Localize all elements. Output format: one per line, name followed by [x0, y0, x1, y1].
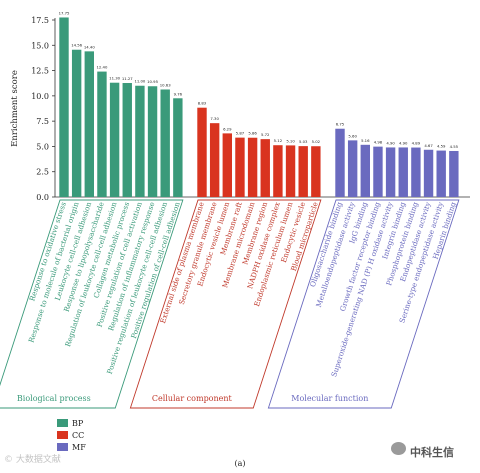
bar-value-label: 5.10: [286, 138, 295, 143]
bar: [235, 137, 245, 197]
bar-value-label: 4.98: [374, 140, 383, 145]
group-name-label: Molecular function: [291, 394, 368, 403]
bar: [311, 146, 321, 197]
legend-swatch: [57, 443, 68, 451]
bar-value-label: 9.76: [174, 91, 183, 96]
bar-value-label: 5.87: [236, 131, 245, 136]
bar: [222, 133, 232, 197]
bar-value-label: 4.89: [412, 141, 421, 146]
bar: [135, 85, 145, 197]
bar-value-label: 5.03: [299, 139, 308, 144]
bar-value-label: 4.90: [386, 140, 395, 145]
y-tick-label: 12.5: [31, 67, 49, 76]
bar-value-label: 5.12: [274, 138, 283, 143]
bar-value-label: 11.30: [109, 76, 120, 81]
bar: [335, 128, 345, 197]
bar: [84, 51, 94, 198]
bar: [398, 147, 408, 197]
bar: [360, 144, 370, 197]
bar: [347, 140, 358, 197]
bar: [197, 107, 207, 197]
legend-label: BP: [72, 419, 84, 428]
group-bracket: [0, 199, 184, 409]
bar: [436, 150, 446, 197]
bar-value-label: 4.90: [399, 140, 408, 145]
bar: [160, 89, 170, 197]
bar-value-label: 7.30: [210, 116, 219, 121]
bar-value-label: 10.63: [160, 82, 171, 87]
bar: [173, 98, 183, 197]
wechat-icon: [391, 442, 406, 455]
bar-value-label: 4.55: [450, 144, 459, 149]
bar: [247, 137, 258, 197]
bar-value-label: 4.67: [424, 143, 433, 148]
bar: [298, 146, 308, 197]
bar: [449, 150, 459, 197]
group-bracket: [129, 199, 322, 409]
bar-value-label: 14.56: [71, 43, 82, 48]
panel-label: (a): [234, 459, 245, 468]
y-tick-label: 15.0: [31, 41, 49, 50]
y-tick-label: 10.0: [31, 92, 49, 101]
legend-swatch: [57, 431, 68, 439]
bar-value-label: 6.29: [223, 126, 232, 131]
y-tick-label: 0.0: [36, 193, 49, 202]
bar: [373, 146, 383, 197]
bar: [273, 145, 283, 197]
group-name-label: Cellular component: [152, 394, 233, 403]
y-tick-label: 2.5: [36, 168, 49, 177]
bar-value-label: 8.83: [198, 101, 207, 106]
watermark-right: 中科生信: [410, 446, 454, 459]
y-tick-label: 7.5: [36, 117, 49, 126]
bar-value-label: 11.00: [134, 79, 145, 84]
bar-value-label: 6.75: [336, 122, 345, 127]
bar-value-label: 10.95: [147, 79, 158, 84]
y-tick-label: 5.0: [36, 142, 49, 151]
group-bracket: [267, 199, 460, 409]
bar: [147, 86, 158, 197]
bar: [122, 83, 132, 197]
bar-value-label: 5.02: [312, 139, 321, 144]
bar-value-label: 4.59: [437, 144, 446, 149]
bar: [385, 147, 396, 197]
y-axis-title: Enrichment score: [10, 70, 20, 147]
bar-value-label: 5.16: [361, 138, 370, 143]
bar-value-label: 14.40: [84, 44, 95, 49]
bar-value-label: 5.60: [348, 133, 357, 138]
bar-value-label: 5.86: [248, 131, 257, 136]
bar-value-label: 17.75: [59, 10, 70, 15]
y-tick-label: 17.5: [31, 16, 49, 25]
bar: [109, 82, 120, 197]
bar-value-label: 12.40: [97, 65, 108, 70]
bar: [260, 139, 270, 197]
legend-label: MF: [72, 443, 86, 452]
bar: [71, 49, 82, 198]
bar-value-label: 5.72: [261, 132, 270, 137]
group-name-label: Biological process: [17, 394, 91, 403]
bar: [97, 71, 107, 197]
bar: [423, 149, 434, 197]
bar: [59, 17, 69, 197]
bar: [411, 147, 421, 197]
legend-label: CC: [72, 431, 84, 440]
bar: [209, 123, 220, 197]
bar: [285, 145, 296, 197]
legend-swatch: [57, 419, 68, 427]
watermark-left: © 大数据文献: [4, 455, 61, 465]
bar-value-label: 11.27: [122, 76, 133, 81]
